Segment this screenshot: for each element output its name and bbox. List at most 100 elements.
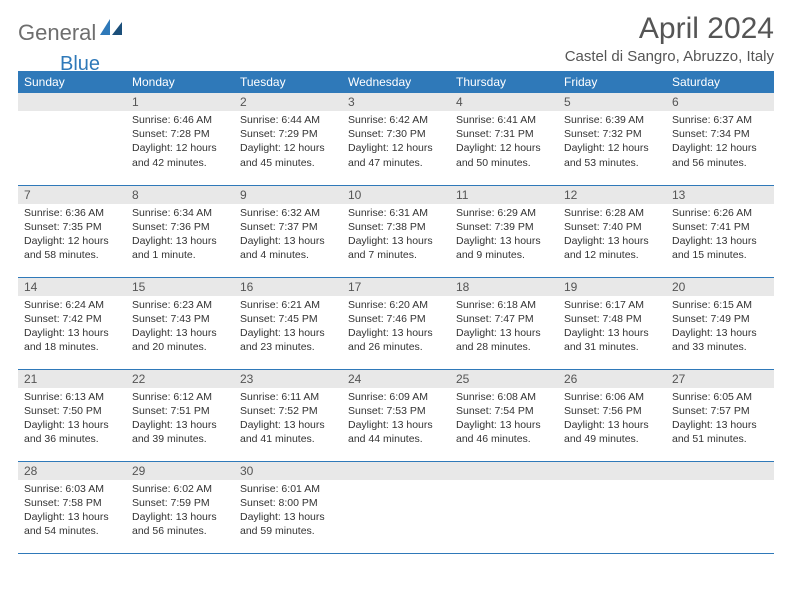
month-title: April 2024 <box>565 12 774 46</box>
day-number: 9 <box>234 186 342 204</box>
sunrise-text: Sunrise: 6:08 AM <box>456 390 552 404</box>
day-number: 28 <box>18 462 126 480</box>
calendar-day-cell: 13Sunrise: 6:26 AMSunset: 7:41 PMDayligh… <box>666 185 774 277</box>
day-details: Sunrise: 6:15 AMSunset: 7:49 PMDaylight:… <box>666 296 774 359</box>
day-number: 14 <box>18 278 126 296</box>
sunrise-text: Sunrise: 6:44 AM <box>240 113 336 127</box>
sunset-text: Sunset: 7:31 PM <box>456 127 552 141</box>
sunset-text: Sunset: 7:39 PM <box>456 220 552 234</box>
day-number: 12 <box>558 186 666 204</box>
daylight-text: Daylight: 13 hours and 54 minutes. <box>24 510 120 538</box>
day-details: Sunrise: 6:26 AMSunset: 7:41 PMDaylight:… <box>666 204 774 267</box>
weekday-header: Monday <box>126 71 234 93</box>
day-number <box>558 462 666 480</box>
day-number: 13 <box>666 186 774 204</box>
daylight-text: Daylight: 13 hours and 51 minutes. <box>672 418 768 446</box>
day-number: 23 <box>234 370 342 388</box>
sunrise-text: Sunrise: 6:06 AM <box>564 390 660 404</box>
sunrise-text: Sunrise: 6:15 AM <box>672 298 768 312</box>
sunrise-text: Sunrise: 6:09 AM <box>348 390 444 404</box>
calendar-day-cell: 11 Sunrise: 6:29 AMSunset: 7:39 PMDayligh… <box>450 185 558 277</box>
daylight-text: Daylight: 13 hours and 44 minutes. <box>348 418 444 446</box>
day-number: 29 <box>126 462 234 480</box>
sunrise-text: Sunrise: 6:02 AM <box>132 482 228 496</box>
sunrise-text: Sunrise: 6:34 AM <box>132 206 228 220</box>
day-number: 22 <box>126 370 234 388</box>
sunset-text: Sunset: 7:28 PM <box>132 127 228 141</box>
calendar-day-cell: 28Sunrise: 6:03 AMSunset: 7:58 PMDayligh… <box>18 461 126 553</box>
sunset-text: Sunset: 7:45 PM <box>240 312 336 326</box>
daylight-text: Daylight: 12 hours and 53 minutes. <box>564 141 660 169</box>
sunrise-text: Sunrise: 6:42 AM <box>348 113 444 127</box>
daylight-text: Daylight: 13 hours and 41 minutes. <box>240 418 336 446</box>
sunrise-text: Sunrise: 6:32 AM <box>240 206 336 220</box>
day-details: Sunrise: 6:09 AMSunset: 7:53 PMDaylight:… <box>342 388 450 451</box>
daylight-text: Daylight: 13 hours and 15 minutes. <box>672 234 768 262</box>
day-details: Sunrise: 6:36 AMSunset: 7:35 PMDaylight:… <box>18 204 126 267</box>
day-number: 30 <box>234 462 342 480</box>
sunset-text: Sunset: 7:36 PM <box>132 220 228 234</box>
weekday-header-row: Sunday Monday Tuesday Wednesday Thursday… <box>18 71 774 93</box>
day-number: 11 <box>450 186 558 204</box>
daylight-text: Daylight: 13 hours and 7 minutes. <box>348 234 444 262</box>
calendar-day-cell: 26Sunrise: 6:06 AMSunset: 7:56 PMDayligh… <box>558 369 666 461</box>
calendar-table: Sunday Monday Tuesday Wednesday Thursday… <box>18 71 774 554</box>
sunset-text: Sunset: 7:30 PM <box>348 127 444 141</box>
sunrise-text: Sunrise: 6:03 AM <box>24 482 120 496</box>
sunrise-text: Sunrise: 6:20 AM <box>348 298 444 312</box>
daylight-text: Daylight: 13 hours and 33 minutes. <box>672 326 768 354</box>
day-details: Sunrise: 6:42 AMSunset: 7:30 PMDaylight:… <box>342 111 450 174</box>
calendar-day-cell: 5Sunrise: 6:39 AMSunset: 7:32 PMDaylight… <box>558 93 666 185</box>
calendar-day-cell: 3Sunrise: 6:42 AMSunset: 7:30 PMDaylight… <box>342 93 450 185</box>
day-details: Sunrise: 6:17 AMSunset: 7:48 PMDaylight:… <box>558 296 666 359</box>
logo-text-blue: Blue <box>60 53 100 76</box>
sunrise-text: Sunrise: 6:23 AM <box>132 298 228 312</box>
sunset-text: Sunset: 7:32 PM <box>564 127 660 141</box>
day-details: Sunrise: 6:46 AMSunset: 7:28 PMDaylight:… <box>126 111 234 174</box>
sunset-text: Sunset: 7:41 PM <box>672 220 768 234</box>
day-details: Sunrise: 6:20 AMSunset: 7:46 PMDaylight:… <box>342 296 450 359</box>
calendar-day-cell: 12Sunrise: 6:28 AMSunset: 7:40 PMDayligh… <box>558 185 666 277</box>
calendar-day-cell: 9Sunrise: 6:32 AMSunset: 7:37 PMDaylight… <box>234 185 342 277</box>
sunrise-text: Sunrise: 6:29 AM <box>456 206 552 220</box>
day-details: Sunrise: 6:05 AMSunset: 7:57 PMDaylight:… <box>666 388 774 451</box>
daylight-text: Daylight: 13 hours and 49 minutes. <box>564 418 660 446</box>
daylight-text: Daylight: 13 hours and 46 minutes. <box>456 418 552 446</box>
day-number: 25 <box>450 370 558 388</box>
calendar-week-row: 1Sunrise: 6:46 AMSunset: 7:28 PMDaylight… <box>18 93 774 185</box>
sunset-text: Sunset: 7:52 PM <box>240 404 336 418</box>
sunset-text: Sunset: 7:42 PM <box>24 312 120 326</box>
day-details: Sunrise: 6:12 AMSunset: 7:51 PMDaylight:… <box>126 388 234 451</box>
calendar-day-cell: 1Sunrise: 6:46 AMSunset: 7:28 PMDaylight… <box>126 93 234 185</box>
calendar-day-cell: 16Sunrise: 6:21 AMSunset: 7:45 PMDayligh… <box>234 277 342 369</box>
calendar-day-cell: 30Sunrise: 6:01 AMSunset: 8:00 PMDayligh… <box>234 461 342 553</box>
sunrise-text: Sunrise: 6:26 AM <box>672 206 768 220</box>
weekday-header: Saturday <box>666 71 774 93</box>
sunrise-text: Sunrise: 6:39 AM <box>564 113 660 127</box>
calendar-day-cell: 14Sunrise: 6:24 AMSunset: 7:42 PMDayligh… <box>18 277 126 369</box>
calendar-week-row: 28Sunrise: 6:03 AMSunset: 7:58 PMDayligh… <box>18 461 774 553</box>
sunset-text: Sunset: 7:54 PM <box>456 404 552 418</box>
daylight-text: Daylight: 13 hours and 9 minutes. <box>456 234 552 262</box>
day-details: Sunrise: 6:41 AMSunset: 7:31 PMDaylight:… <box>450 111 558 174</box>
day-details: Sunrise: 6:24 AMSunset: 7:42 PMDaylight:… <box>18 296 126 359</box>
weekday-header: Tuesday <box>234 71 342 93</box>
day-number <box>342 462 450 480</box>
sunset-text: Sunset: 7:34 PM <box>672 127 768 141</box>
sunrise-text: Sunrise: 6:12 AM <box>132 390 228 404</box>
daylight-text: Daylight: 13 hours and 18 minutes. <box>24 326 120 354</box>
sunrise-text: Sunrise: 6:05 AM <box>672 390 768 404</box>
daylight-text: Daylight: 13 hours and 23 minutes. <box>240 326 336 354</box>
day-number: 1 <box>126 93 234 111</box>
day-details: Sunrise: 6:28 AMSunset: 7:40 PMDaylight:… <box>558 204 666 267</box>
header: General April 2024 Castel di Sangro, Abr… <box>18 12 774 65</box>
logo-sail-icon <box>100 19 122 35</box>
sunset-text: Sunset: 7:29 PM <box>240 127 336 141</box>
day-details: Sunrise: 6:21 AMSunset: 7:45 PMDaylight:… <box>234 296 342 359</box>
day-details: Sunrise: 6:13 AMSunset: 7:50 PMDaylight:… <box>18 388 126 451</box>
day-number: 24 <box>342 370 450 388</box>
calendar-day-cell: 20Sunrise: 6:15 AMSunset: 7:49 PMDayligh… <box>666 277 774 369</box>
calendar-day-cell: 21Sunrise: 6:13 AMSunset: 7:50 PMDayligh… <box>18 369 126 461</box>
calendar-day-cell <box>342 461 450 553</box>
day-number <box>18 93 126 111</box>
